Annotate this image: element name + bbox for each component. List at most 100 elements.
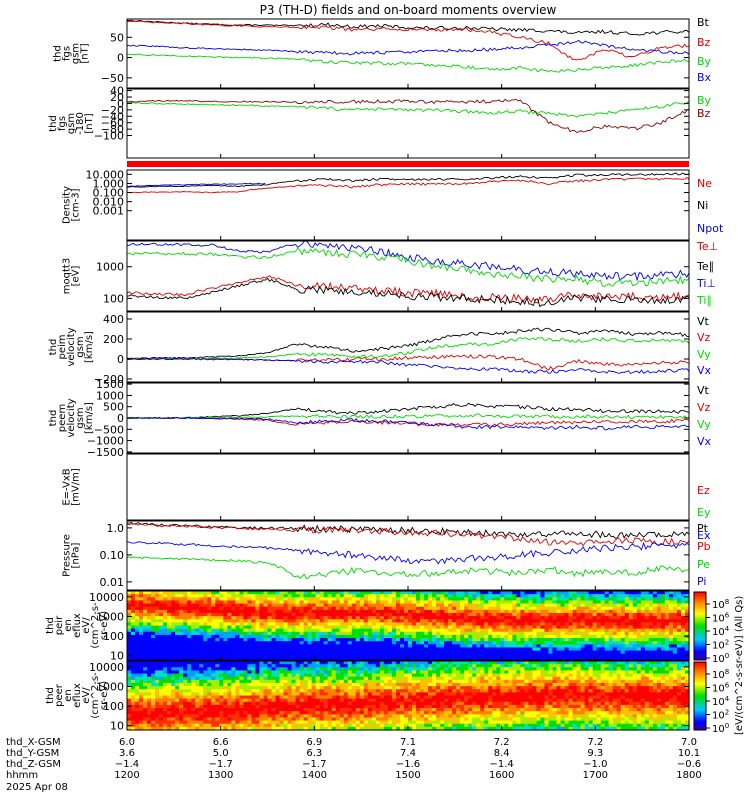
legend-label-bz: Bz: [697, 107, 711, 120]
y-axis-label: [nPa]: [71, 542, 82, 568]
y-axis-label: eV/: [81, 617, 92, 634]
y-tick-label: 20: [110, 91, 124, 104]
y-tick-label: 10000: [89, 661, 124, 674]
legend-label-pb: Pb: [697, 540, 711, 553]
y-tick-label: 500: [103, 401, 124, 414]
colorbar-tick-label: 106: [712, 682, 730, 695]
axis-row-value: 6.0: [119, 737, 135, 748]
axis-row-label: hhmm: [6, 770, 38, 781]
legend-label-ti: Ti⊥: [696, 277, 716, 290]
series-by-line: [126, 100, 690, 118]
y-tick-label: −1000: [87, 435, 124, 448]
legend-label-ey: Ey: [697, 506, 711, 519]
colorbar-gradient: [693, 591, 707, 661]
legend-label-ez: Ez: [697, 484, 710, 497]
axis-row-value: 1400: [302, 770, 327, 781]
legend-label-vt: Vt: [697, 315, 710, 328]
y-axis-label: eflux: [72, 683, 83, 708]
legend-label-vx: Vx: [697, 435, 712, 448]
y-axis-label: thd: [45, 687, 56, 704]
y-tick-label: 100: [103, 292, 124, 305]
y-axis-label: thd: [48, 115, 59, 132]
series-vy-line: [126, 413, 690, 420]
figure-title: P3 (TH-D) fields and on-board moments ov…: [260, 3, 557, 17]
colorbar-tick-label: 106: [712, 612, 730, 625]
y-axis-label: thd: [48, 339, 59, 356]
y-axis-label: (cm^2-s-: [90, 602, 101, 649]
legend-label-by: By: [697, 55, 712, 68]
legend-label-bz: Bz: [697, 36, 711, 49]
panel-7: E=-VxB[mV/m] Ez Ey Ex: [62, 453, 711, 542]
y-tick-label: 0: [117, 353, 124, 366]
legend-label-vz: Vz: [697, 331, 711, 344]
axis-row-value: 7.0: [681, 737, 697, 748]
y-axis-label: gsm: [71, 43, 82, 64]
y-tick-label: 0: [117, 52, 124, 65]
date-label: 2025 Apr 08: [6, 782, 68, 793]
y-axis-label: -180: [75, 112, 86, 135]
y-axis-label: moqtt3: [62, 258, 73, 294]
panel-8: 1.0 0.10 0.01 Pressure[nPa] Pt Pb Pe Pi: [62, 520, 711, 591]
y-axis-label: fgs: [62, 46, 73, 61]
series-pb-line: [126, 522, 690, 547]
series-pe-line: [126, 556, 690, 580]
panel-frame: [126, 240, 690, 312]
y-axis-label: [eV]: [71, 266, 82, 287]
colorbar-tick-label: 102: [712, 709, 729, 722]
y-tick-label: 1000: [96, 680, 124, 693]
y-axis-label: peem: [57, 404, 68, 432]
legend-label-vy: Vy: [697, 418, 711, 431]
legend-label-pe: Pe: [697, 558, 710, 571]
legend-label-bx: Bx: [697, 71, 712, 84]
series-bz-line: [127, 98, 690, 133]
colorbar-label: [eV/(cm^2-s-sr-eV)] (All Qs): [734, 596, 745, 735]
series-vz-line: [126, 417, 690, 427]
axis-row-value: 3.6: [119, 748, 135, 759]
y-axis-label: Density: [62, 186, 73, 224]
y-axis-label: velocity: [66, 398, 77, 437]
legend-label-ti: Ti∥: [696, 294, 712, 307]
series-te-line: [126, 277, 690, 308]
y-axis-label: en: [63, 619, 74, 632]
axis-row-value: 9.3: [587, 748, 603, 759]
series-vx-line: [126, 357, 690, 375]
y-tick-label: 0: [117, 97, 124, 110]
y-tick-label: 0.10: [100, 549, 125, 562]
legend-label-te: Te∥: [696, 260, 714, 273]
y-tick-label: 1500: [96, 378, 124, 391]
series-ti-line: [126, 247, 690, 287]
colorbar-tick-label: 108: [712, 668, 729, 681]
y-axis-label: peer: [54, 683, 65, 707]
series-ni-line: [126, 172, 690, 188]
axis-row-value: 7.1: [400, 737, 416, 748]
panel-frame: [126, 18, 690, 89]
series-bt-line: [126, 19, 690, 36]
axis-row-value: 1700: [583, 770, 608, 781]
y-tick-label: −500: [94, 423, 124, 436]
y-tick-label: 1000: [96, 261, 124, 274]
axis-row-value: 5.0: [213, 748, 229, 759]
y-axis-label: eV/: [81, 687, 92, 704]
axis-row-value: 6.3: [306, 748, 322, 759]
axis-row-value: 7.2: [587, 737, 603, 748]
axis-row-value: −1.6: [396, 759, 420, 770]
y-tick-label: −50: [101, 72, 124, 85]
axis-row-value: 6.6: [213, 737, 229, 748]
series-ti-line: [126, 240, 690, 282]
series-bx-line: [126, 39, 690, 56]
axis-row-value: −1.7: [209, 759, 233, 770]
axis-row-value: 7.4: [400, 748, 416, 759]
panel-frame: [126, 169, 690, 241]
spin-indicator-bar: [127, 161, 689, 167]
colorbar-tick-label: 102: [712, 639, 729, 652]
series-ne-line: [126, 176, 690, 194]
y-tick-label: −100: [94, 130, 124, 143]
y-axis-label: sr-eV): [99, 681, 110, 710]
y-tick-label: 1000: [96, 389, 124, 402]
axis-row-value: 1200: [114, 770, 139, 781]
